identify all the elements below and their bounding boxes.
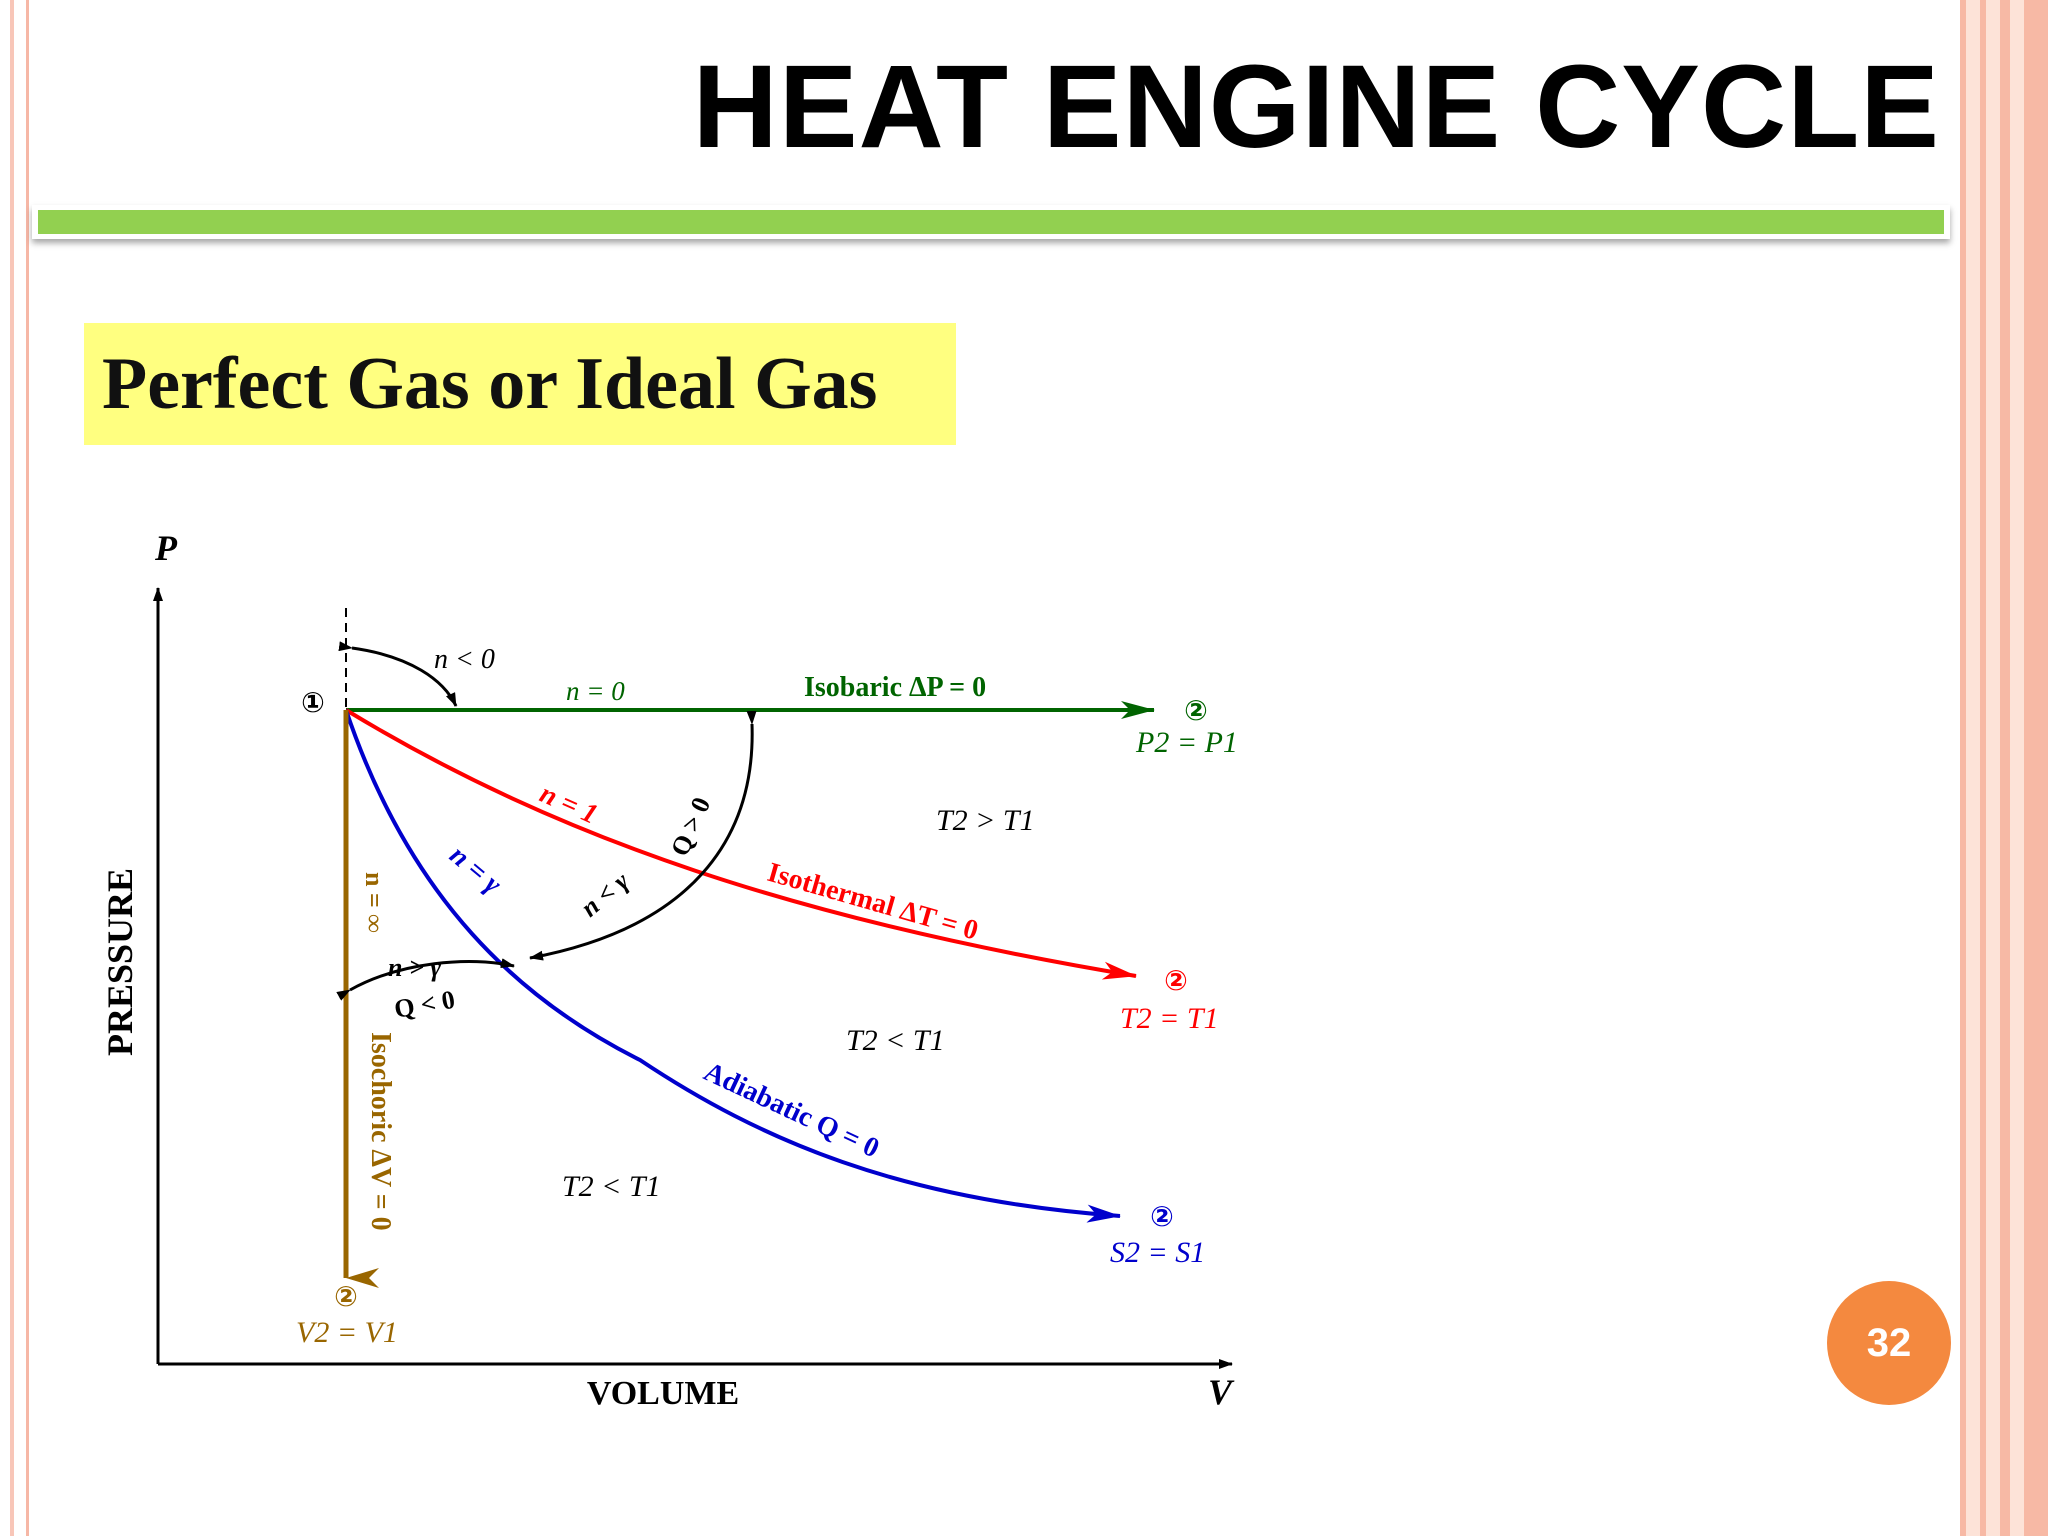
page-number-badge: 32 <box>1827 1281 1951 1405</box>
isochoric-relation: V2 = V1 <box>296 1316 398 1349</box>
left-border-decoration <box>0 0 29 1536</box>
q-positive-label: Q > 0 <box>665 793 716 861</box>
isothermal-end-point: ② <box>1164 964 1188 997</box>
y-axis-symbol: P <box>154 528 178 568</box>
region-lower-temp-label: T2 < T1 <box>562 1170 661 1203</box>
isobaric-name-label: Isobaric ΔP = 0 <box>804 672 986 703</box>
n-greater-gamma-label: n > γ <box>388 953 441 982</box>
isobaric-relation: P2 = P1 <box>1135 726 1238 759</box>
adiabatic-n-label: n = γ <box>444 840 508 901</box>
y-axis-label: PRESSURE <box>100 868 140 1056</box>
x-axis-label: VOLUME <box>587 1375 739 1412</box>
q-negative-label: Q < 0 <box>392 985 457 1024</box>
adiabatic-relation: S2 = S1 <box>1110 1236 1205 1269</box>
n-greater-gamma-arrow <box>336 958 515 1001</box>
adiabatic-curve <box>344 709 1121 1223</box>
title-underline-bar <box>32 205 1950 239</box>
isothermal-relation: T2 = T1 <box>1120 1002 1219 1035</box>
region-middle-temp-label: T2 < T1 <box>846 1024 945 1057</box>
slide-title: HEAT ENGINE CYCLE <box>692 41 1940 173</box>
n-less-gamma-label: n < γ <box>575 866 634 922</box>
isobaric-n-label: n = 0 <box>566 676 625 706</box>
isochoric-end-point: ② <box>334 1280 358 1313</box>
isochoric-name-label: Isochoric ΔV = 0 <box>365 1032 396 1231</box>
isobaric-end-point: ② <box>1184 694 1208 727</box>
polytropic-sweep-arrow <box>529 710 757 961</box>
n-less-zero-arrow <box>338 641 458 707</box>
start-point-marker: ① <box>301 686 325 719</box>
n-less-zero-label: n < 0 <box>434 644 495 675</box>
region-upper-temp-label: T2 > T1 <box>936 804 1035 837</box>
right-border-decoration <box>1960 0 2048 1536</box>
x-axis-symbol: V <box>1208 1372 1235 1412</box>
adiabatic-end-point: ② <box>1150 1200 1174 1233</box>
isochoric-n-label: n = ∞ <box>360 872 389 933</box>
slide-subtitle: Perfect Gas or Ideal Gas <box>84 323 956 445</box>
